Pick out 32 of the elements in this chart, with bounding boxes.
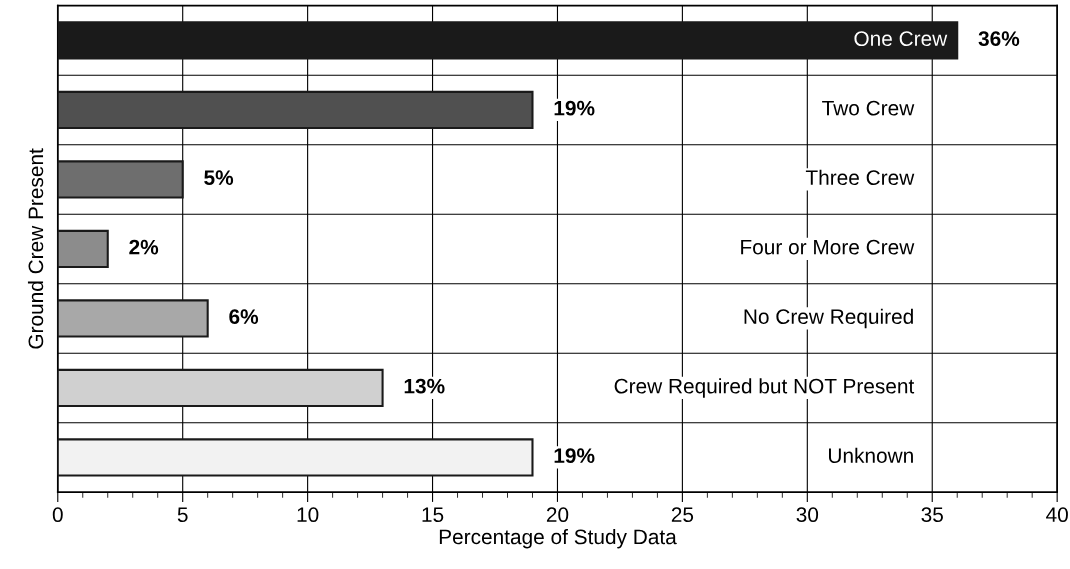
bar [57, 160, 184, 199]
y-tick-label: One Crew [854, 31, 948, 47]
bar [57, 368, 384, 408]
data-label: 19% [554, 448, 595, 464]
bar [57, 229, 109, 269]
data-label: 19% [554, 100, 595, 116]
y-axis-title: Ground Crew Present [27, 148, 44, 349]
y-tick-label: Crew Required but NOT Present [614, 378, 915, 398]
x-tick-label: 15 [422, 507, 444, 523]
bar [57, 21, 959, 60]
x-tick-label: 10 [297, 507, 319, 523]
y-tick-label: No Crew Required [744, 308, 913, 329]
bar [57, 438, 534, 477]
x-tick-label: 5 [177, 507, 188, 523]
y-tick-label: Three Crew [805, 169, 915, 186]
data-label: 13% [404, 378, 445, 394]
y-tick-label: Unknown [829, 447, 913, 464]
bar [57, 90, 534, 130]
y-tick-label: Four or More Crew [741, 239, 915, 255]
x-axis-title: Percentage of Study Data [439, 528, 677, 549]
data-label: 36% [978, 31, 1020, 47]
y-tick-label: Two Crew [822, 100, 915, 116]
x-tick-label: 35 [921, 507, 943, 523]
data-label: 2% [129, 239, 159, 255]
bar [57, 299, 209, 338]
x-tick-label: 25 [671, 507, 694, 523]
x-tick-label: 20 [546, 507, 569, 523]
x-tick-label: 30 [796, 507, 819, 523]
x-tick-label: 0 [52, 507, 63, 523]
x-tick-label: 40 [1046, 507, 1068, 523]
data-label: 5% [204, 170, 234, 186]
data-label: 6% [229, 309, 259, 325]
